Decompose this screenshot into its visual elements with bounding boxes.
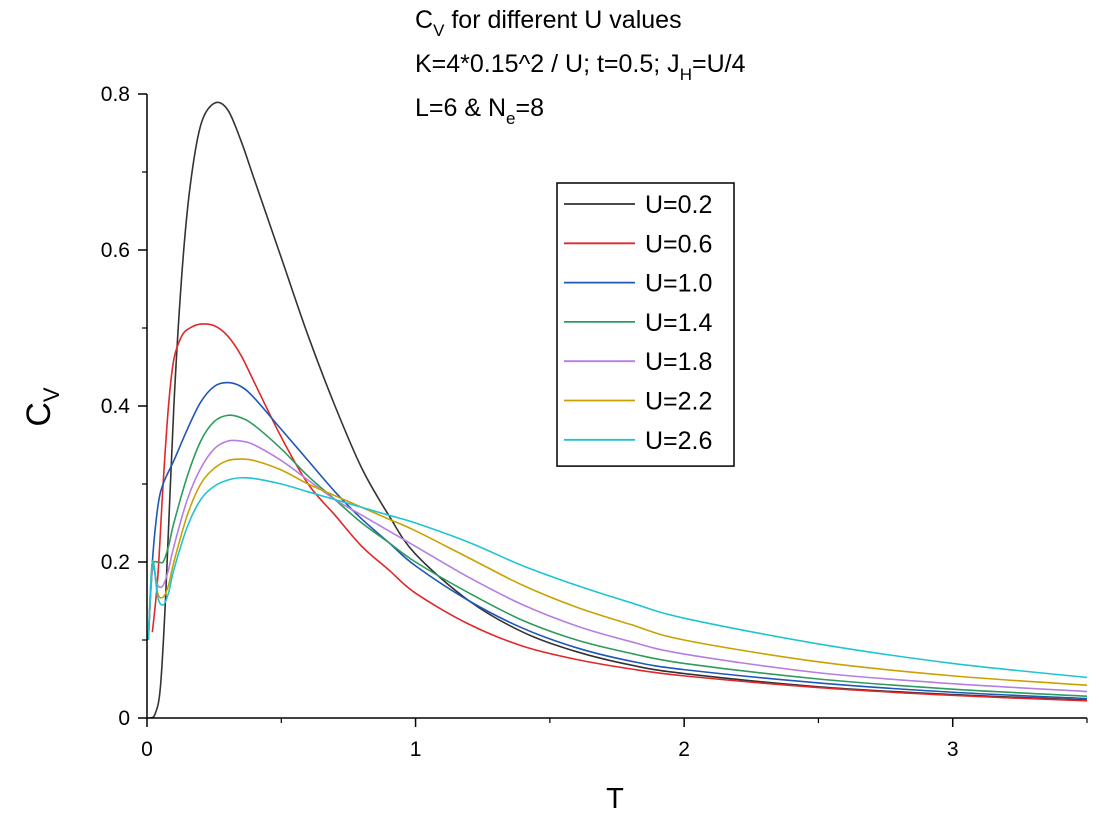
legend-label: U=1.8: [645, 348, 712, 376]
x-axis-title: T: [606, 783, 624, 815]
y-axis-title: CV: [20, 387, 64, 427]
y-axis-title-group: CV: [20, 387, 64, 427]
y-tick-label: 0: [118, 707, 130, 730]
annotation-line-1: CV for different U values: [415, 6, 682, 40]
series-line-u-2-2: [147, 458, 1087, 687]
series-line-u-1-8: [147, 439, 1087, 693]
y-tick-label: 0.6: [101, 239, 130, 262]
x-tick-label: 1: [410, 738, 422, 761]
legend-box: [556, 182, 735, 467]
annotation-line-2: K=4*0.15^2 / U; t=0.5; JH=U/4: [415, 50, 746, 84]
legend-label: U=2.2: [645, 388, 712, 416]
y-tick-label: 0.8: [101, 83, 130, 106]
annotation-line-3: L=6 & Ne=8: [415, 94, 544, 128]
series-line-u-1-0: [147, 381, 1087, 700]
series-line-u-1-4: [147, 414, 1087, 697]
legend-label: U=1.4: [645, 309, 713, 337]
y-tick-label: 0.4: [101, 395, 131, 418]
series-layer: [147, 101, 1087, 718]
x-tick-label: 3: [947, 738, 959, 761]
legend-label: U=1.0: [645, 270, 712, 298]
legend: U=0.2 U=0.6 U=1.0 U=1.4 U=1.8 U=2.2 U=2.6: [556, 182, 735, 467]
x-tick-label: 0: [141, 738, 153, 761]
y-tick-label: 0.2: [101, 551, 130, 574]
legend-label: U=2.6: [645, 427, 712, 455]
series-line-u-0-2: [149, 101, 1087, 718]
legend-label: U=0.6: [645, 230, 712, 258]
x-tick-label: 2: [678, 738, 690, 761]
chart-annotations: CV for different U values K=4*0.15^2 / U;…: [415, 6, 746, 128]
series-line-u-2-6: [147, 476, 1087, 679]
legend-label: U=0.2: [645, 191, 712, 219]
axes: 0 1 2 3 0 0.2 0.4 0.6 0.8 T CV: [20, 83, 1088, 815]
